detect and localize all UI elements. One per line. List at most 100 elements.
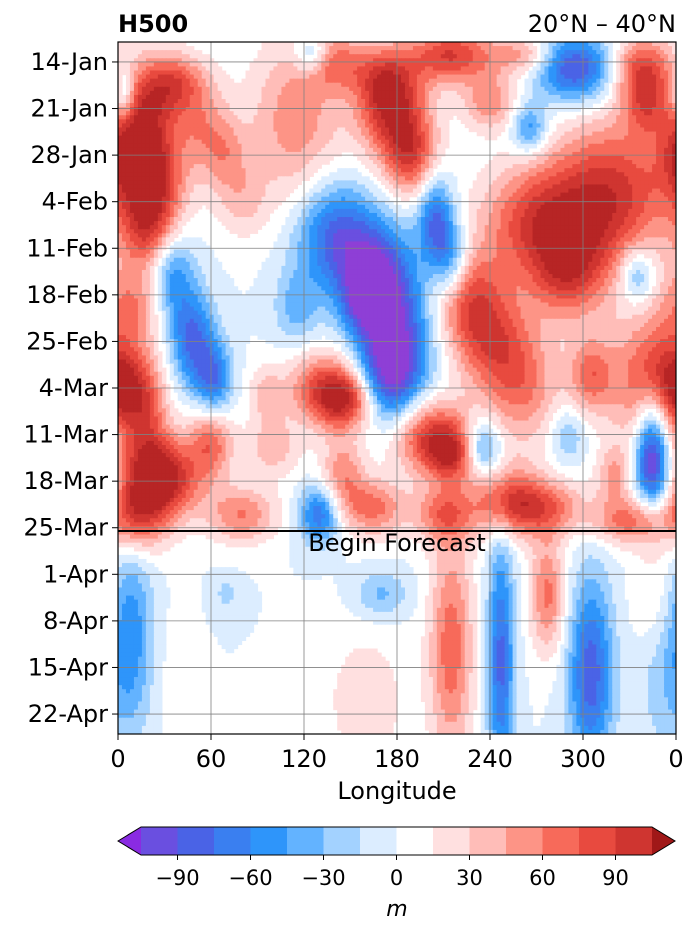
contour-cell <box>325 58 330 63</box>
contour-cell <box>165 123 171 129</box>
contour-cell <box>668 94 673 100</box>
contour-cell <box>468 78 474 84</box>
contour-cell <box>424 147 430 153</box>
contour-cell <box>544 127 550 133</box>
contour-cell <box>221 143 227 149</box>
contour-cell <box>133 82 139 88</box>
contour-cell <box>448 62 454 68</box>
contour-cell <box>584 164 589 169</box>
contour-cell <box>161 196 167 202</box>
contour-cell <box>269 90 275 96</box>
contour-cell <box>464 54 470 59</box>
contour-cell <box>273 107 279 112</box>
contour-cell <box>548 139 554 145</box>
contour-cell <box>544 54 550 59</box>
contour-cell <box>341 66 346 72</box>
contour-cell <box>393 188 398 194</box>
contour-cell <box>325 180 330 186</box>
contour-cell <box>404 50 410 55</box>
contour-cell <box>640 131 645 137</box>
contour-cell <box>596 90 601 96</box>
contour-cell <box>253 82 259 88</box>
contour-cell <box>504 119 510 125</box>
contour-cell <box>576 74 581 80</box>
contour-cell <box>393 90 398 96</box>
contour-cell <box>664 82 669 88</box>
contour-cell <box>532 196 538 202</box>
contour-cell <box>512 58 518 63</box>
contour-cell <box>596 62 601 68</box>
contour-cell <box>285 82 290 88</box>
contour-cell <box>237 115 243 120</box>
contour-cell <box>253 86 259 92</box>
contour-cell <box>628 111 633 116</box>
contour-cell <box>400 188 406 194</box>
contour-cell <box>225 139 231 145</box>
contour-cell <box>528 160 534 165</box>
contour-cell <box>313 107 318 112</box>
contour-cell <box>456 46 462 51</box>
contour-cell <box>313 188 318 194</box>
contour-cell <box>257 147 263 153</box>
contour-cell <box>189 160 195 165</box>
contour-cell <box>564 164 569 169</box>
contour-cell <box>189 78 195 84</box>
contour-cell <box>496 176 502 181</box>
contour-cell <box>520 176 526 181</box>
contour-cell <box>373 58 378 63</box>
contour-cell <box>628 74 633 80</box>
contour-cell <box>500 155 506 161</box>
contour-cell <box>632 184 637 190</box>
contour-cell <box>269 78 275 84</box>
contour-cell <box>572 168 577 173</box>
contour-cell <box>560 86 565 92</box>
contour-cell <box>309 119 314 125</box>
contour-cell <box>297 115 302 120</box>
contour-cell <box>209 82 215 88</box>
contour-cell <box>640 143 645 149</box>
contour-cell <box>588 180 593 186</box>
contour-cell <box>608 196 613 202</box>
contour-cell <box>381 180 386 186</box>
contour-cell <box>628 103 633 108</box>
contour-cell <box>632 115 637 120</box>
contour-cell <box>201 70 207 76</box>
contour-cell <box>560 94 565 100</box>
contour-cell <box>516 160 522 165</box>
contour-cell <box>353 180 358 186</box>
contour-cell <box>472 184 478 190</box>
contour-cell <box>480 184 486 190</box>
contour-cell <box>253 103 259 108</box>
contour-cell <box>412 62 418 68</box>
contour-cell <box>616 143 621 149</box>
contour-cell <box>329 131 334 137</box>
contour-cell <box>173 78 179 84</box>
contour-cell <box>321 78 326 84</box>
contour-cell <box>329 107 334 112</box>
contour-cell <box>385 176 390 181</box>
contour-cell <box>297 151 302 157</box>
contour-cell <box>544 115 550 120</box>
contour-cell <box>588 78 593 84</box>
contour-cell <box>245 188 251 194</box>
contour-cell <box>524 143 530 149</box>
contour-cell <box>309 192 314 198</box>
contour-cell <box>217 131 223 137</box>
contour-cell <box>265 82 271 88</box>
contour-cell <box>444 46 450 51</box>
contour-cell <box>412 168 418 173</box>
contour-cell <box>201 90 207 96</box>
contour-cell <box>361 139 366 145</box>
contour-cell <box>496 90 502 96</box>
contour-cell <box>660 135 665 141</box>
contour-cell <box>261 107 267 112</box>
contour-cell <box>133 54 139 59</box>
contour-cell <box>261 176 267 181</box>
contour-cell <box>325 139 330 145</box>
contour-cell <box>596 119 601 125</box>
contour-cell <box>393 66 398 72</box>
contour-cell <box>608 164 613 169</box>
contour-cell <box>233 111 239 116</box>
contour-cell <box>468 115 474 120</box>
contour-cell <box>420 86 426 92</box>
